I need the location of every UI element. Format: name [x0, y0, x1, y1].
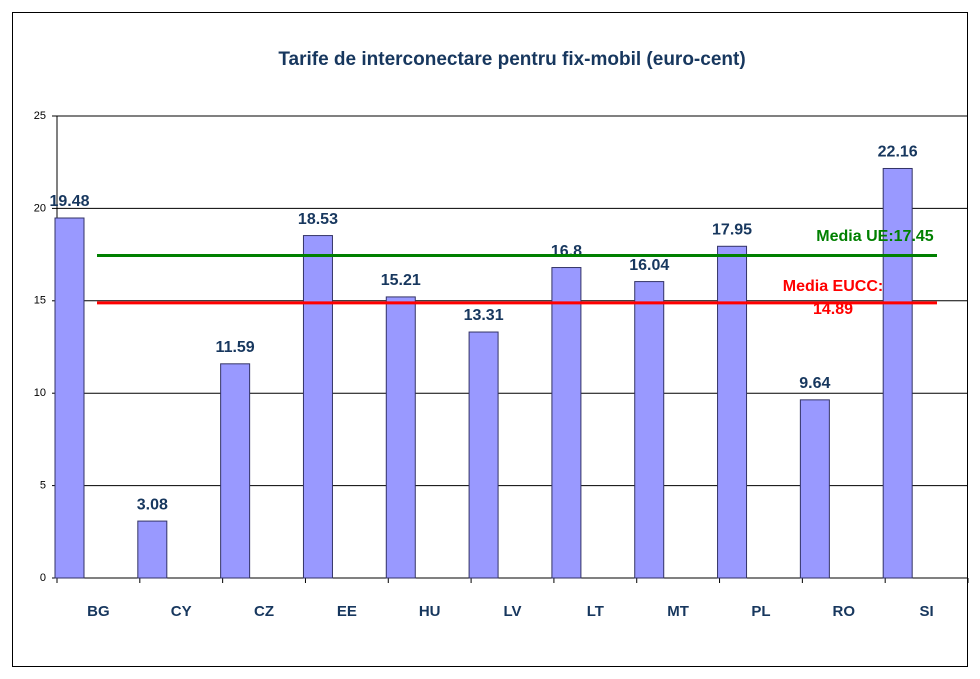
bar [634, 281, 665, 579]
bar [799, 399, 830, 579]
data-label: 16.04 [629, 257, 669, 274]
x-tick-label: SI [919, 603, 933, 620]
bar [468, 331, 499, 579]
x-tick-label: LT [587, 603, 604, 620]
data-label: 11.59 [216, 339, 255, 356]
bar [882, 167, 913, 579]
reference-label: Media EUCC: [783, 278, 883, 295]
y-tick-label: 20 [34, 202, 46, 214]
x-tick-label: HU [419, 603, 441, 620]
data-label: 15.21 [381, 272, 421, 289]
data-label: 17.95 [712, 222, 752, 239]
data-label: 16.8 [551, 243, 582, 260]
bar [137, 520, 168, 579]
bar [385, 296, 416, 579]
x-tick-label: CZ [254, 603, 274, 620]
bar [220, 363, 251, 579]
bar [551, 267, 582, 579]
x-tick-label: BG [87, 603, 110, 620]
data-label: 18.53 [298, 211, 338, 228]
data-label: 22.16 [878, 144, 918, 161]
bar [302, 235, 333, 579]
x-tick-label: CY [171, 603, 192, 620]
x-tick-label: LV [503, 603, 521, 620]
reference-label: 14.89 [813, 301, 853, 318]
x-tick-label: PL [751, 603, 770, 620]
y-tick-label: 10 [34, 387, 46, 399]
x-tick-label: EE [337, 603, 357, 620]
bar [717, 245, 748, 579]
data-label: 13.31 [464, 307, 504, 324]
data-label: 9.64 [799, 375, 830, 392]
y-tick-label: 5 [40, 480, 46, 492]
data-label: 3.08 [137, 496, 168, 513]
y-tick-label: 15 [34, 295, 46, 307]
reference-label: Media UE:17.45 [816, 228, 933, 245]
bar [54, 217, 85, 579]
y-tick-label: 0 [40, 572, 46, 584]
data-label: 19.48 [49, 193, 89, 210]
x-tick-label: MT [667, 603, 689, 620]
chart-title: Tarife de interconectare pentru fix-mobi… [278, 49, 745, 70]
y-tick-label: 25 [34, 110, 46, 122]
x-tick-label: RO [833, 603, 856, 620]
